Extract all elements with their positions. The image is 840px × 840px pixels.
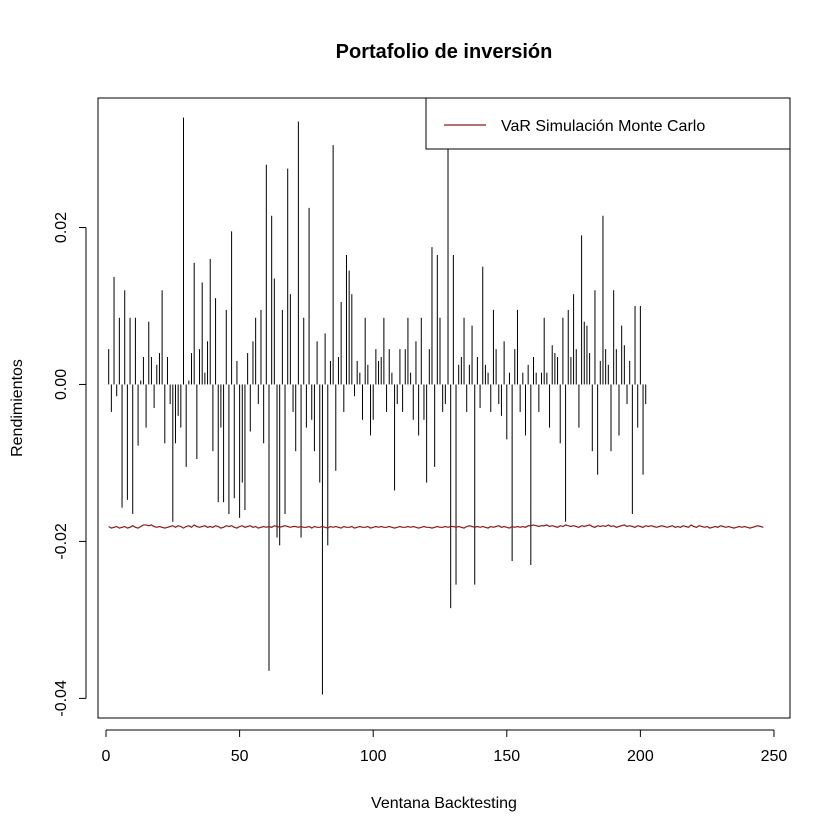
y-axis-label: Rendimientos bbox=[9, 359, 26, 457]
x-tick-label: 50 bbox=[231, 748, 249, 765]
var-line bbox=[108, 524, 764, 529]
bars-layer bbox=[108, 117, 647, 695]
var-line-layer bbox=[108, 524, 764, 529]
chart-title: Portafolio de inversión bbox=[336, 41, 553, 63]
y-axis: -0.04 -0.02 0.00 0.02 bbox=[53, 212, 87, 717]
x-tick-label: 250 bbox=[761, 748, 788, 765]
legend: VaR Simulación Monte Carlo bbox=[425, 97, 791, 150]
x-tick-label: 0 bbox=[102, 748, 111, 765]
y-tick-label: -0.04 bbox=[53, 680, 70, 717]
x-tick-label: 200 bbox=[627, 748, 654, 765]
x-tick-label: 100 bbox=[360, 748, 387, 765]
legend-box bbox=[425, 97, 791, 150]
y-tick-label: -0.02 bbox=[53, 523, 70, 560]
y-tick-label: 0.00 bbox=[53, 369, 70, 400]
y-tick-label: 0.02 bbox=[53, 212, 70, 243]
x-axis-label: Ventana Backtesting bbox=[371, 795, 517, 812]
legend-label: VaR Simulación Monte Carlo bbox=[501, 118, 705, 135]
x-tick-label: 150 bbox=[493, 748, 520, 765]
x-axis: 0 50 100 150 200 250 bbox=[102, 729, 788, 765]
